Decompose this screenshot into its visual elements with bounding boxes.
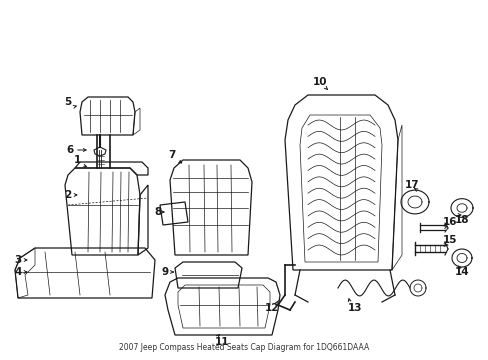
Text: 1: 1 — [73, 155, 81, 165]
Text: 13: 13 — [347, 303, 362, 313]
Text: 7: 7 — [168, 150, 175, 160]
Text: 16: 16 — [442, 217, 456, 227]
Text: 5: 5 — [64, 97, 71, 107]
Text: 10: 10 — [312, 77, 326, 87]
Text: 14: 14 — [454, 267, 468, 277]
Text: 2: 2 — [64, 190, 71, 200]
Text: 6: 6 — [66, 145, 74, 155]
Text: 12: 12 — [264, 303, 279, 313]
Text: 2007 Jeep Compass Heated Seats Cap Diagram for 1DQ661DAAA: 2007 Jeep Compass Heated Seats Cap Diagr… — [119, 343, 368, 352]
Text: 17: 17 — [404, 180, 418, 190]
Text: 4: 4 — [14, 267, 21, 277]
Text: 8: 8 — [154, 207, 162, 217]
Text: 11: 11 — [214, 337, 229, 347]
Text: 15: 15 — [442, 235, 456, 245]
Text: 9: 9 — [161, 267, 168, 277]
Text: 18: 18 — [454, 215, 468, 225]
Text: 3: 3 — [14, 255, 21, 265]
